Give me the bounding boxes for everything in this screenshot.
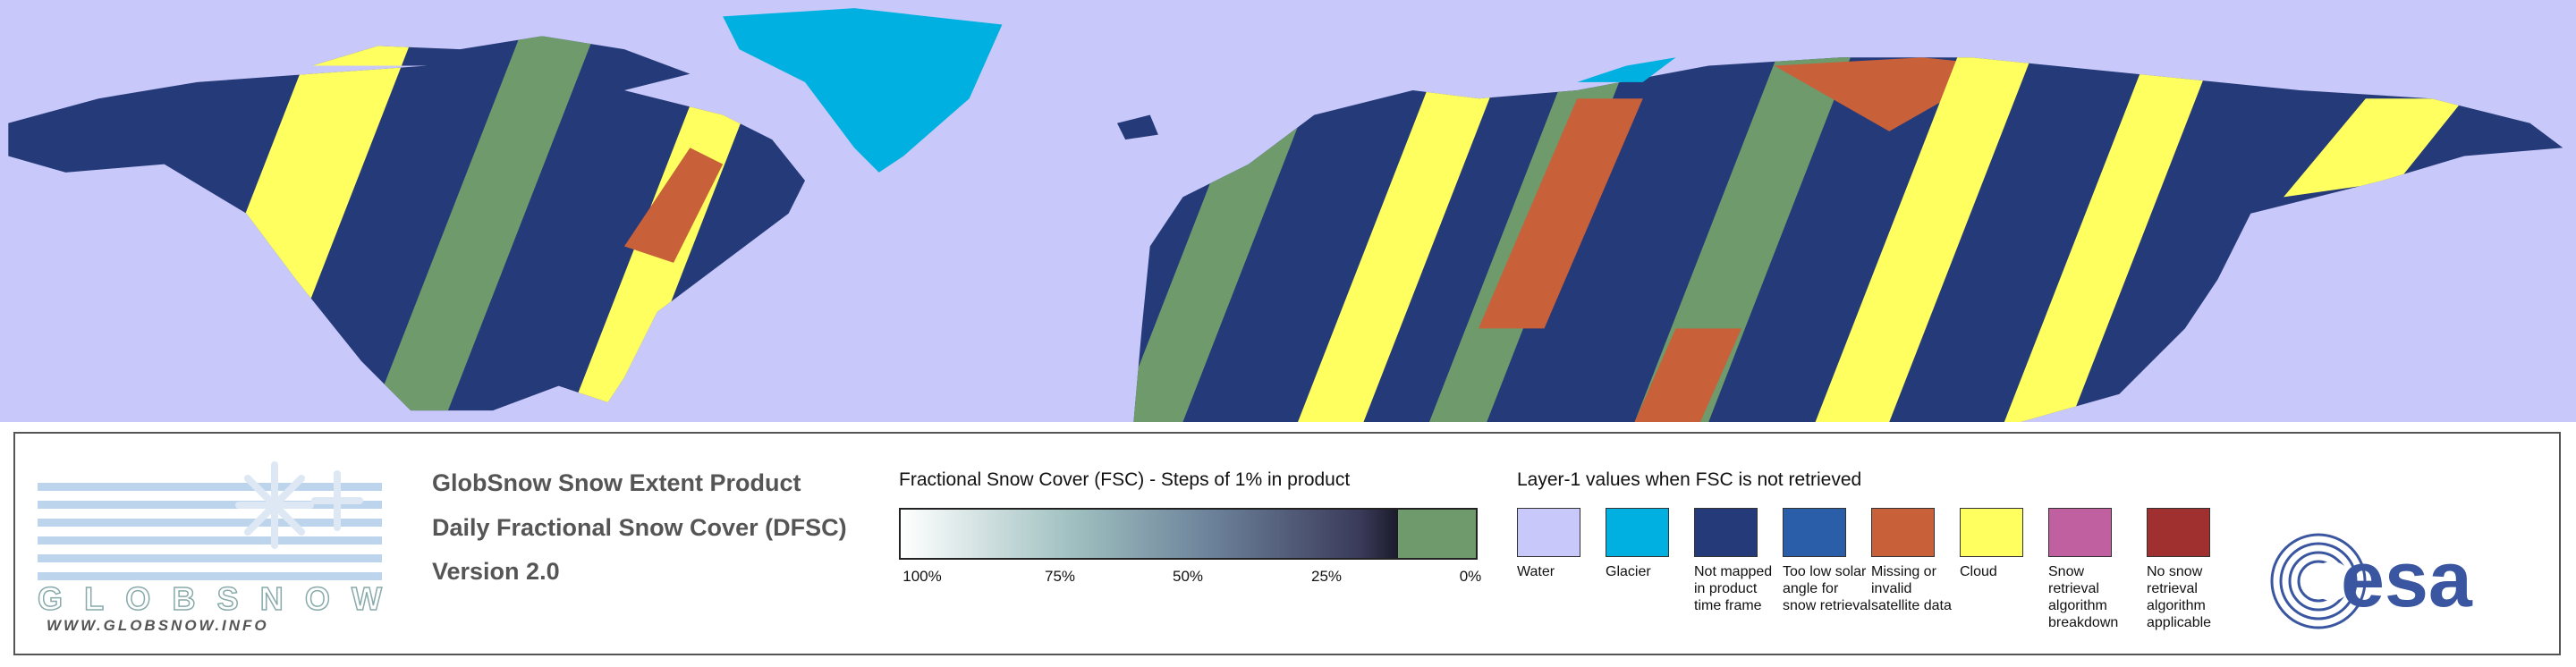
legend-label: Too low solar angle for snow retrieval xyxy=(1783,564,1871,613)
legend-label: No snow retrieval algorithm applicable xyxy=(2147,564,2212,630)
legend-swatch xyxy=(2048,508,2112,557)
globsnow-logo: GLOBSNOW WWW.GLOBSNOW.INFO xyxy=(37,461,383,634)
legend-swatch xyxy=(1606,508,1669,557)
legend-swatch xyxy=(1960,508,2023,557)
agency-name: esa xyxy=(2341,535,2473,623)
legend-swatch xyxy=(1871,508,1935,557)
legend-swatch xyxy=(1517,508,1580,557)
legend-label: Snow retrieval algorithm breakdown xyxy=(2048,564,2119,630)
legend-swatch xyxy=(1694,508,1758,557)
legend-panel: GLOBSNOW WWW.GLOBSNOW.INFO GlobSnow Snow… xyxy=(13,432,2561,655)
colorbar-tick-label: 100% xyxy=(902,568,942,585)
product-version: Version 2.0 xyxy=(432,558,560,585)
colorbar-tick-label: 0% xyxy=(1459,568,1482,585)
logo-url: WWW.GLOBSNOW.INFO xyxy=(47,617,269,634)
legend-label: Cloud xyxy=(1960,564,1997,579)
legend-label: Missing or invalid satellite data xyxy=(1871,564,1952,613)
legend-swatch xyxy=(1783,508,1846,557)
colorbar-tick-label: 25% xyxy=(1310,568,1343,585)
colorbar xyxy=(899,508,1478,560)
legend-label: Water xyxy=(1517,564,1555,579)
colorbar-title: Fractional Snow Cover (FSC) - Steps of 1… xyxy=(899,469,1351,490)
snow-map xyxy=(0,0,2576,422)
product-title: GlobSnow Snow Extent Product xyxy=(432,469,801,496)
legend-title: Layer-1 values when FSC is not retrieved xyxy=(1517,469,1862,490)
legend-label: Glacier xyxy=(1606,564,1651,579)
legend-label: Not mapped in product time frame xyxy=(1694,564,1773,613)
colorbar-tick-label: 75% xyxy=(1044,568,1076,585)
colorbar-tick-label: 50% xyxy=(1172,568,1204,585)
legend-swatch xyxy=(2147,508,2210,557)
logo-name: GLOBSNOW xyxy=(38,580,382,617)
product-subtitle: Daily Fractional Snow Cover (DFSC) xyxy=(432,514,847,541)
esa-logo: esa xyxy=(2270,533,2473,629)
